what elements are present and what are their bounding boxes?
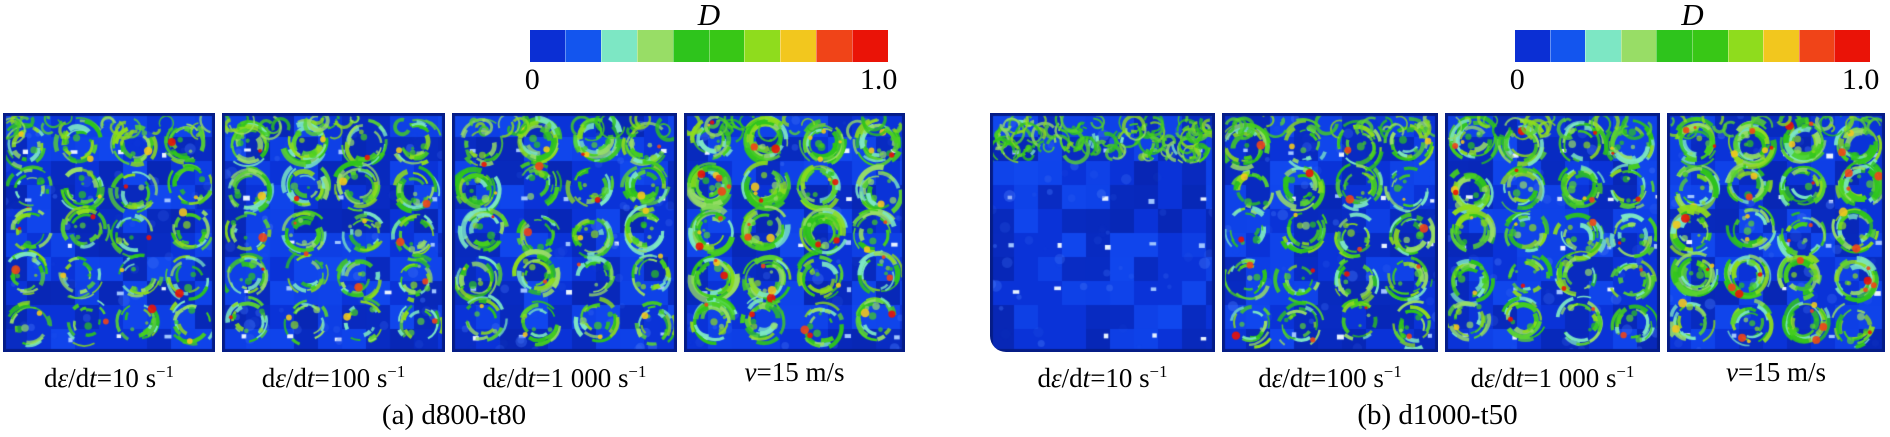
- panel-label-segment: t: [527, 363, 536, 393]
- panel-label-segment: d: [44, 363, 58, 393]
- panel-label-segment: =1 000 s: [535, 363, 629, 393]
- colorbar-segment: [1515, 30, 1550, 62]
- colorbar-segment: [1585, 30, 1621, 62]
- panel-label-segment: d: [1470, 363, 1485, 393]
- panel-label-a1: dε/dt=10 s−1: [3, 356, 215, 394]
- colorbar-segment: [1763, 30, 1799, 62]
- caption-b: (b) d1000-t50: [1357, 399, 1518, 431]
- colorbar-segment: [852, 30, 889, 62]
- panel-label-segment: t: [1303, 363, 1311, 393]
- panel-label-segment: =10 s: [1090, 363, 1150, 393]
- colorbar-segment: [780, 30, 817, 62]
- panel-label-segment: =100 s: [1310, 363, 1384, 393]
- contour-panel-b1: [990, 113, 1215, 352]
- colorbar-tick-max-b: 1.0: [1841, 63, 1880, 96]
- panel-label-segment: −1: [1149, 362, 1168, 381]
- panel-label-b4: v=15 m/s: [1667, 356, 1885, 388]
- colorbar-segment: [636, 30, 673, 62]
- panel-label-segment: −1: [628, 362, 647, 381]
- panel-label-a4: v=15 m/s: [684, 356, 905, 388]
- panel-label-segment: =15 m/s: [756, 357, 845, 387]
- panel-label-segment: t: [1082, 363, 1091, 393]
- panel-label-segment: d: [482, 363, 497, 393]
- panel-label-segment: /d: [506, 363, 528, 393]
- panel-label-b3: dε/dt=1 000 s−1: [1445, 356, 1660, 394]
- colorbar-segment: [1656, 30, 1692, 62]
- colorbar-segment: [744, 30, 781, 62]
- contour-panel-a3: [452, 113, 677, 352]
- contour-panel-a2: [222, 113, 445, 352]
- colorbar-segment: [530, 30, 565, 62]
- colorbar-gradient-a: [530, 30, 889, 62]
- contour-panel-a4: [684, 113, 905, 352]
- colorbar-tick-min-b: 0: [1509, 63, 1525, 96]
- panel-label-segment: /d: [68, 363, 90, 393]
- caption-a: (a) d800-t80: [381, 399, 527, 431]
- panel-label-segment: ε: [1484, 363, 1495, 393]
- colorbar-title-a: D: [697, 0, 721, 32]
- colorbar-segment: [816, 30, 853, 62]
- panel-label-segment: t: [89, 363, 97, 393]
- colorbar-segment: [672, 30, 709, 62]
- contour-panel-b4: [1667, 113, 1885, 352]
- panel-label-segment: −1: [1616, 362, 1635, 381]
- colorbar-segment: [600, 30, 637, 62]
- panel-label-segment: /d: [1494, 363, 1516, 393]
- contour-panel-a1: [3, 113, 215, 352]
- panel-label-segment: d: [1258, 363, 1272, 393]
- panel-label-segment: v: [1726, 357, 1738, 387]
- panel-label-segment: ε: [57, 363, 69, 393]
- panel-label-b1: dε/dt=10 s−1: [990, 356, 1215, 394]
- panel-label-segment: =10 s: [96, 363, 157, 393]
- colorbar-tick-max-a: 1.0: [859, 63, 898, 96]
- colorbar-title-b: D: [1681, 0, 1704, 32]
- panel-label-segment: /d: [1282, 363, 1304, 393]
- colorbar-ticks-a: 0 1.0: [525, 64, 898, 96]
- panel-label-segment: t: [1515, 363, 1524, 393]
- panel-label-segment: −1: [156, 362, 174, 381]
- colorbar-segment: [1620, 30, 1657, 62]
- panel-label-a2: dε/dt=100 s−1: [222, 356, 445, 394]
- panel-label-segment: ε: [1271, 363, 1283, 393]
- colorbar-segment: [708, 30, 745, 62]
- panel-label-segment: −1: [387, 362, 406, 381]
- panel-label-segment: v: [744, 357, 757, 387]
- colorbar-segment: [1727, 30, 1764, 62]
- panel-label-segment: −1: [1383, 362, 1402, 381]
- contour-panel-b3: [1445, 113, 1660, 352]
- panel-label-segment: /d: [285, 363, 307, 393]
- panel-label-segment: ε: [496, 363, 507, 393]
- panel-label-segment: t: [306, 363, 315, 393]
- colorbar-gradient-b: [1515, 30, 1870, 62]
- panel-label-segment: =1 000 s: [1523, 363, 1617, 393]
- colorbar-segment: [1798, 30, 1835, 62]
- colorbar-segment: [1834, 30, 1870, 62]
- contour-panel-b2: [1222, 113, 1438, 352]
- panel-label-b2: dε/dt=100 s−1: [1222, 356, 1438, 394]
- panel-label-segment: =15 m/s: [1737, 357, 1826, 387]
- panel-label-segment: d: [1037, 363, 1052, 393]
- colorbar-segment: [564, 30, 601, 62]
- colorbar-segment: [1691, 30, 1728, 62]
- colorbar-segment: [1549, 30, 1586, 62]
- panel-label-segment: ε: [1051, 363, 1062, 393]
- panel-label-segment: =100 s: [314, 363, 388, 393]
- panel-label-a3: dε/dt=1 000 s−1: [452, 356, 677, 394]
- colorbar-tick-min-a: 0: [524, 63, 540, 96]
- panel-label-segment: ε: [275, 363, 286, 393]
- colorbar-a: D 0 1.0: [525, 0, 898, 96]
- colorbar-ticks-b: 0 1.0: [1510, 64, 1880, 96]
- panel-label-segment: d: [261, 363, 276, 393]
- colorbar-b: D 0 1.0: [1510, 0, 1880, 96]
- panel-label-segment: /d: [1061, 363, 1083, 393]
